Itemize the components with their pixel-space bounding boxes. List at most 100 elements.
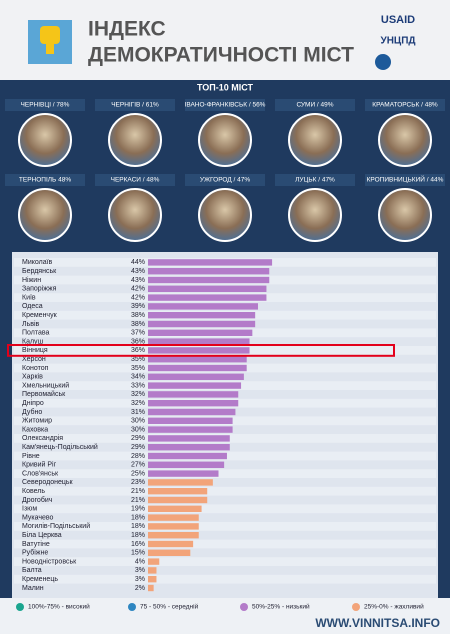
value-label: 3% bbox=[135, 567, 145, 574]
logo-icon bbox=[375, 54, 391, 70]
bar bbox=[148, 356, 247, 363]
category-label: Новодністровськ bbox=[22, 557, 77, 565]
value-label: 30% bbox=[131, 418, 145, 425]
city-label-bg bbox=[365, 99, 445, 111]
bar bbox=[148, 338, 250, 345]
row-stripe bbox=[14, 469, 436, 478]
legend-label: 75 - 50% - середній bbox=[140, 603, 199, 611]
bar bbox=[148, 461, 225, 468]
value-label: 36% bbox=[131, 347, 145, 354]
category-label: Хмельницький bbox=[22, 381, 69, 389]
city-photo bbox=[198, 113, 252, 167]
bar bbox=[148, 276, 270, 284]
value-label: 18% bbox=[131, 523, 145, 530]
category-label: Одеса bbox=[22, 303, 43, 310]
bar bbox=[148, 268, 270, 275]
bar bbox=[148, 382, 242, 389]
row-stripe bbox=[14, 557, 436, 566]
bar bbox=[148, 312, 256, 319]
value-label: 39% bbox=[131, 303, 145, 310]
category-label: Житомир bbox=[22, 418, 52, 425]
bar bbox=[148, 391, 239, 398]
value-label: 29% bbox=[131, 444, 145, 451]
legend-bg bbox=[0, 598, 450, 634]
category-label: Київ bbox=[22, 294, 36, 301]
value-label: 42% bbox=[131, 294, 145, 301]
category-label: Ніжин bbox=[22, 276, 41, 284]
bar bbox=[148, 505, 202, 512]
city-label-bg bbox=[365, 174, 445, 186]
value-label: 38% bbox=[131, 321, 145, 328]
bar bbox=[148, 540, 194, 548]
value-label: 18% bbox=[131, 532, 145, 539]
bar bbox=[148, 285, 267, 292]
category-label: Ізюм bbox=[22, 506, 37, 513]
category-label: Малин bbox=[22, 585, 44, 592]
value-label: 34% bbox=[131, 374, 145, 381]
bar bbox=[148, 567, 157, 574]
value-label: 15% bbox=[131, 550, 145, 557]
value-label: 43% bbox=[131, 268, 145, 275]
city-photo bbox=[378, 188, 432, 242]
value-label: 2% bbox=[135, 585, 145, 592]
category-label: Полтава bbox=[22, 330, 50, 337]
category-label: Львів bbox=[22, 320, 40, 328]
bar bbox=[148, 408, 236, 416]
value-label: 35% bbox=[131, 365, 145, 372]
category-label: Бердянськ bbox=[22, 268, 57, 275]
value-label: 21% bbox=[131, 488, 145, 495]
value-label: 27% bbox=[131, 462, 145, 469]
category-label: Слов'янськ bbox=[22, 470, 59, 477]
city-photo bbox=[108, 188, 162, 242]
legend-marker bbox=[240, 603, 248, 611]
bar bbox=[148, 303, 258, 310]
value-label: 30% bbox=[131, 426, 145, 433]
category-label: Первомайськ bbox=[22, 390, 66, 398]
category-label: Кременчук bbox=[22, 312, 58, 319]
category-label: Ватутіне bbox=[22, 540, 50, 548]
city-label: ЧЕРНІВЦІ / 78% bbox=[21, 102, 70, 109]
category-label: Кам'янець-Подільський bbox=[22, 443, 98, 451]
category-label: Могилів-Подільський bbox=[22, 522, 90, 530]
category-label: Мукачево bbox=[22, 514, 54, 521]
watermark: WWW.VINNITSA.INFO bbox=[315, 616, 440, 630]
value-label: 25% bbox=[131, 470, 145, 477]
value-label: 23% bbox=[131, 479, 145, 486]
bar bbox=[148, 444, 230, 451]
legend-label: 50%-25% - низький bbox=[252, 603, 310, 611]
row-stripe bbox=[14, 504, 436, 514]
value-label: 29% bbox=[131, 435, 145, 442]
title: ІНДЕКС bbox=[88, 18, 166, 41]
category-label: Вінниця bbox=[22, 346, 48, 354]
city-label-bg bbox=[185, 174, 265, 186]
city-label-bg bbox=[275, 99, 355, 111]
header-bg bbox=[0, 0, 450, 80]
value-label: 3% bbox=[135, 576, 145, 583]
bar bbox=[148, 417, 233, 424]
city-label: ЧЕРНІГІВ / 61% bbox=[111, 102, 159, 109]
city-label: КРОПИВНИЦЬКИЙ / 44% bbox=[367, 175, 444, 184]
legend-marker bbox=[128, 603, 136, 611]
bar bbox=[148, 329, 253, 336]
value-label: 38% bbox=[131, 312, 145, 319]
city-photo bbox=[378, 113, 432, 167]
city-photo bbox=[18, 113, 72, 167]
logo-text: USAID bbox=[381, 14, 415, 26]
bar bbox=[148, 549, 191, 556]
city-label-bg bbox=[185, 99, 265, 111]
category-label: Херсон bbox=[22, 356, 46, 363]
row-stripe bbox=[14, 486, 436, 496]
category-label: Ковель bbox=[22, 488, 45, 495]
city-photo bbox=[288, 113, 342, 167]
title: ДЕМОКРАТИЧНОСТІ МІСТ bbox=[88, 44, 354, 67]
bar bbox=[148, 470, 219, 477]
legend-label: 25%-0% - жахливий bbox=[364, 603, 424, 611]
legend-label: 100%-75% - високий bbox=[28, 603, 90, 611]
city-label: ІВАНО-ФРАНКІВСЬК / 56% bbox=[185, 102, 266, 109]
city-photo bbox=[198, 188, 252, 242]
category-label: Олександрія bbox=[22, 434, 63, 442]
bar bbox=[148, 532, 199, 539]
value-label: 31% bbox=[131, 409, 145, 416]
